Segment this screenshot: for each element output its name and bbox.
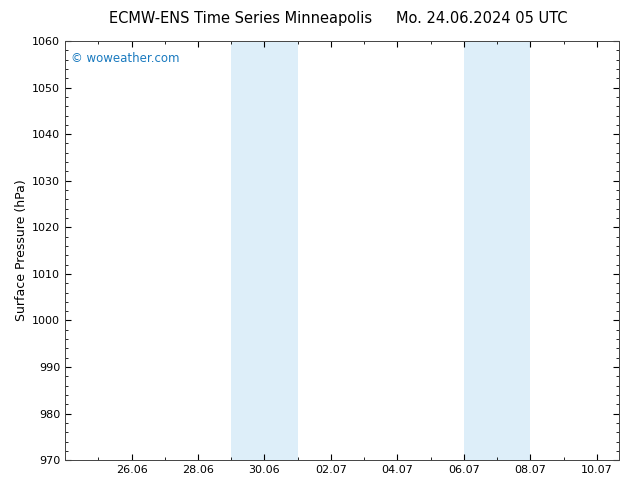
Y-axis label: Surface Pressure (hPa): Surface Pressure (hPa) <box>15 180 28 321</box>
Bar <box>231 41 264 460</box>
Text: Mo. 24.06.2024 05 UTC: Mo. 24.06.2024 05 UTC <box>396 11 567 26</box>
Bar <box>464 41 497 460</box>
Bar <box>264 41 298 460</box>
Text: © woweather.com: © woweather.com <box>71 51 179 65</box>
Text: ECMW-ENS Time Series Minneapolis: ECMW-ENS Time Series Minneapolis <box>109 11 373 26</box>
Bar <box>497 41 530 460</box>
